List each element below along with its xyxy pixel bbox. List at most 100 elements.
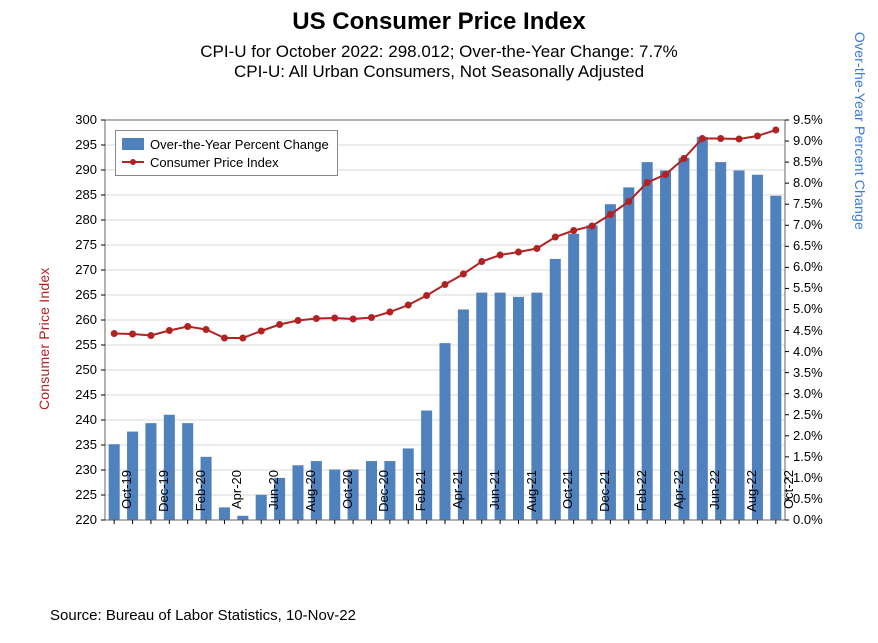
chart-area xyxy=(0,0,878,643)
y1-tick-label: 265 xyxy=(63,287,97,302)
x-tick-label: Feb-20 xyxy=(193,470,208,530)
cpi-marker xyxy=(184,323,191,330)
chart-svg xyxy=(0,0,878,638)
y1-tick-label: 255 xyxy=(63,337,97,352)
cpi-marker xyxy=(589,223,596,230)
cpi-marker xyxy=(644,179,651,186)
x-tick-label: Feb-21 xyxy=(413,470,428,530)
x-tick-label: Jun-20 xyxy=(266,470,281,530)
x-tick-label: Oct-20 xyxy=(340,470,355,530)
cpi-marker xyxy=(717,135,724,142)
cpi-marker xyxy=(368,314,375,321)
y1-tick-label: 270 xyxy=(63,262,97,277)
x-tick-label: Apr-20 xyxy=(229,470,244,530)
page: { "title": "US Consumer Price Index", "s… xyxy=(0,0,878,638)
bar xyxy=(770,196,781,520)
y2-tick-label: 0.5% xyxy=(793,491,837,506)
bar xyxy=(715,162,726,520)
legend-swatch-line-icon xyxy=(122,156,144,168)
y2-tick-label: 5.5% xyxy=(793,280,837,295)
x-tick-label: Dec-20 xyxy=(376,470,391,530)
cpi-marker xyxy=(350,316,357,323)
bar xyxy=(182,423,193,520)
x-tick-label: Dec-19 xyxy=(156,470,171,530)
bar xyxy=(623,187,634,520)
y2-tick-label: 2.0% xyxy=(793,428,837,443)
cpi-marker xyxy=(147,332,154,339)
y2-tick-label: 0.0% xyxy=(793,512,837,527)
legend-swatch-bar-icon xyxy=(122,138,144,150)
bar xyxy=(697,137,708,520)
cpi-marker xyxy=(442,281,449,288)
bar xyxy=(513,297,524,520)
y2-tick-label: 9.0% xyxy=(793,133,837,148)
bar xyxy=(678,158,689,520)
cpi-marker xyxy=(515,249,522,256)
y2-tick-label: 5.0% xyxy=(793,301,837,316)
x-tick-label: Aug-22 xyxy=(744,470,759,530)
cpi-marker xyxy=(111,330,118,337)
bar xyxy=(145,423,156,520)
y1-tick-label: 290 xyxy=(63,162,97,177)
y2-tick-label: 6.0% xyxy=(793,259,837,274)
y2-tick-label: 1.5% xyxy=(793,449,837,464)
x-tick-label: Jun-21 xyxy=(487,470,502,530)
cpi-marker xyxy=(331,315,338,322)
legend: Over-the-Year Percent ChangeConsumer Pri… xyxy=(115,130,338,176)
bar xyxy=(439,343,450,520)
cpi-marker xyxy=(699,135,706,142)
cpi-marker xyxy=(166,327,173,334)
cpi-marker xyxy=(386,309,393,316)
cpi-marker xyxy=(662,171,669,178)
x-tick-label: Apr-21 xyxy=(450,470,465,530)
x-tick-label: Aug-20 xyxy=(303,470,318,530)
y2-tick-label: 7.5% xyxy=(793,196,837,211)
x-tick-label: Aug-21 xyxy=(524,470,539,530)
cpi-marker xyxy=(258,328,265,335)
bar xyxy=(734,171,745,520)
cpi-marker xyxy=(552,234,559,241)
y1-tick-label: 225 xyxy=(63,487,97,502)
cpi-marker xyxy=(221,335,228,342)
x-tick-label: Apr-22 xyxy=(671,470,686,530)
cpi-marker xyxy=(754,133,761,140)
cpi-marker xyxy=(423,292,430,299)
x-tick-label: Jun-22 xyxy=(707,470,722,530)
cpi-marker xyxy=(313,315,320,322)
y1-tick-label: 260 xyxy=(63,312,97,327)
y2-tick-label: 9.5% xyxy=(793,112,837,127)
x-tick-label: Oct-19 xyxy=(119,470,134,530)
cpi-marker xyxy=(129,331,136,338)
cpi-marker xyxy=(478,258,485,265)
cpi-marker xyxy=(570,227,577,234)
cpi-marker xyxy=(497,252,504,259)
y2-tick-label: 3.5% xyxy=(793,365,837,380)
y1-tick-label: 285 xyxy=(63,187,97,202)
cpi-marker xyxy=(736,136,743,143)
y1-tick-label: 280 xyxy=(63,212,97,227)
y2-tick-label: 2.5% xyxy=(793,407,837,422)
x-tick-label: Oct-21 xyxy=(560,470,575,530)
x-tick-label: Oct-22 xyxy=(781,470,796,530)
bar xyxy=(642,162,653,520)
cpi-marker xyxy=(405,302,412,309)
y1-tick-label: 295 xyxy=(63,137,97,152)
legend-item: Consumer Price Index xyxy=(122,153,329,171)
y1-tick-label: 230 xyxy=(63,462,97,477)
x-tick-label: Dec-21 xyxy=(597,470,612,530)
bar xyxy=(476,293,487,520)
y2-tick-label: 1.0% xyxy=(793,470,837,485)
legend-label: Over-the-Year Percent Change xyxy=(150,137,329,152)
bar xyxy=(587,225,598,520)
bar xyxy=(329,469,340,520)
legend-item: Over-the-Year Percent Change xyxy=(122,135,329,153)
cpi-marker xyxy=(680,155,687,162)
cpi-marker xyxy=(294,317,301,324)
y2-tick-label: 3.0% xyxy=(793,386,837,401)
cpi-marker xyxy=(239,335,246,342)
y2-tick-label: 8.5% xyxy=(793,154,837,169)
cpi-marker xyxy=(607,211,614,218)
y2-tick-label: 6.5% xyxy=(793,238,837,253)
y1-tick-label: 250 xyxy=(63,362,97,377)
y1-tick-label: 220 xyxy=(63,512,97,527)
